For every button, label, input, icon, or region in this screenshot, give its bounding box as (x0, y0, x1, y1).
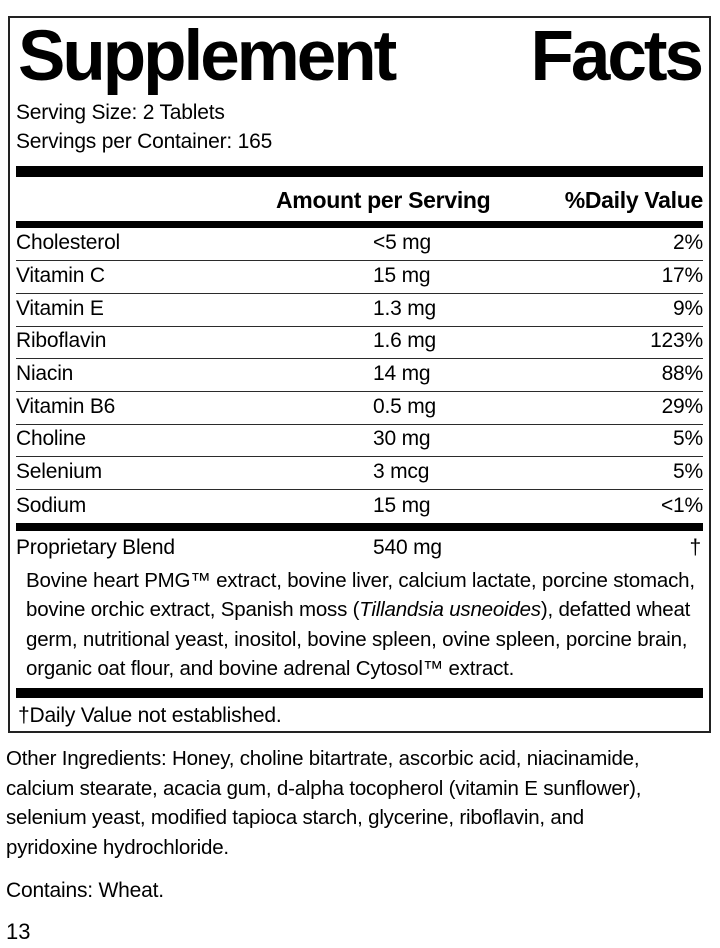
table-row: Choline 30 mg 5% (16, 425, 703, 458)
nutrient-name: Niacin (16, 361, 74, 385)
servings-per-container: Servings per Container: 165 (16, 130, 273, 154)
divider-bar-top (16, 166, 703, 178)
nutrient-name: Vitamin C (16, 263, 105, 287)
nutrient-amount: 14 mg (373, 361, 431, 385)
page-number: 13 (6, 919, 31, 944)
table-row: Riboflavin 1.6 mg 123% (16, 327, 703, 360)
nutrient-name: Cholesterol (16, 231, 121, 255)
nutrient-dv: 88% (661, 361, 704, 385)
daily-value-column-header: %Daily Value (564, 187, 704, 214)
nutrient-amount: 30 mg (373, 427, 431, 451)
contains-statement: Contains: Wheat. (6, 879, 164, 902)
table-row: Vitamin C 15 mg 17% (16, 261, 703, 294)
nutrient-dv: 9% (673, 296, 703, 320)
below-panel-text: Other Ingredients: Honey, choline bitart… (6, 744, 714, 945)
serving-size: Serving Size: 2 Tablets (16, 101, 225, 125)
proprietary-blend-description: Bovine heart PMG™ extract, bovine liver,… (26, 568, 695, 681)
nutrient-amount: 3 mcg (373, 459, 430, 483)
amount-column-header: Amount per Serving (276, 187, 491, 214)
nutrient-amount: 15 mg (373, 493, 431, 517)
proprietary-blend-row: Proprietary Blend 540 mg † (16, 531, 703, 564)
nutrient-name: Sodium (16, 493, 87, 517)
divider-bar-blend (16, 522, 703, 531)
nutrient-amount: 0.5 mg (373, 394, 436, 418)
nutrient-dv: 5% (673, 459, 703, 483)
other-ingredients: Other Ingredients: Honey, choline bitart… (6, 747, 642, 859)
blend-name: Proprietary Blend (16, 535, 175, 559)
nutrient-name: Riboflavin (16, 329, 107, 353)
table-row: Cholesterol <5 mg 2% (16, 228, 703, 262)
divider-bar-footnote (16, 687, 703, 698)
table-row: Vitamin B6 0.5 mg 29% (16, 392, 703, 425)
title-word-facts: Facts (530, 17, 704, 96)
table-column-header: Amount per Serving %Daily Value (16, 177, 703, 221)
nutrient-name: Selenium (16, 459, 102, 483)
nutrient-amount: 1.3 mg (373, 296, 436, 320)
nutrient-dv: 5% (673, 427, 703, 451)
table-row: Niacin 14 mg 88% (16, 359, 703, 392)
blend-amount: 540 mg (373, 535, 442, 559)
serving-info: Serving Size: 2 Tablets Servings per Con… (16, 98, 703, 156)
nutrient-dv: 29% (661, 394, 704, 418)
nutrient-dv: <1% (660, 493, 703, 517)
table-row: Sodium 15 mg <1% (16, 490, 703, 523)
nutrient-name: Choline (16, 427, 86, 451)
daily-value-footnote: †Daily Value not established. (18, 703, 282, 727)
nutrient-dv: 123% (650, 329, 703, 353)
table-row: Selenium 3 mcg 5% (16, 457, 703, 490)
supplement-facts-panel: Supplement Facts Serving Size: 2 Tablets… (8, 16, 711, 733)
divider-bar-header (16, 221, 703, 229)
page-title: Supplement Facts (16, 17, 704, 96)
blend-dagger: † (689, 535, 702, 559)
nutrient-name: Vitamin B6 (16, 394, 116, 418)
nutrient-amount: 1.6 mg (373, 329, 436, 353)
title-word-supplement: Supplement (18, 17, 397, 96)
nutrient-dv: 2% (673, 231, 703, 255)
nutrient-name: Vitamin E (16, 296, 104, 320)
nutrient-amount: 15 mg (373, 263, 431, 287)
nutrient-dv: 17% (661, 263, 704, 287)
table-row: Vitamin E 1.3 mg 9% (16, 294, 703, 327)
nutrient-amount: <5 mg (373, 231, 431, 255)
